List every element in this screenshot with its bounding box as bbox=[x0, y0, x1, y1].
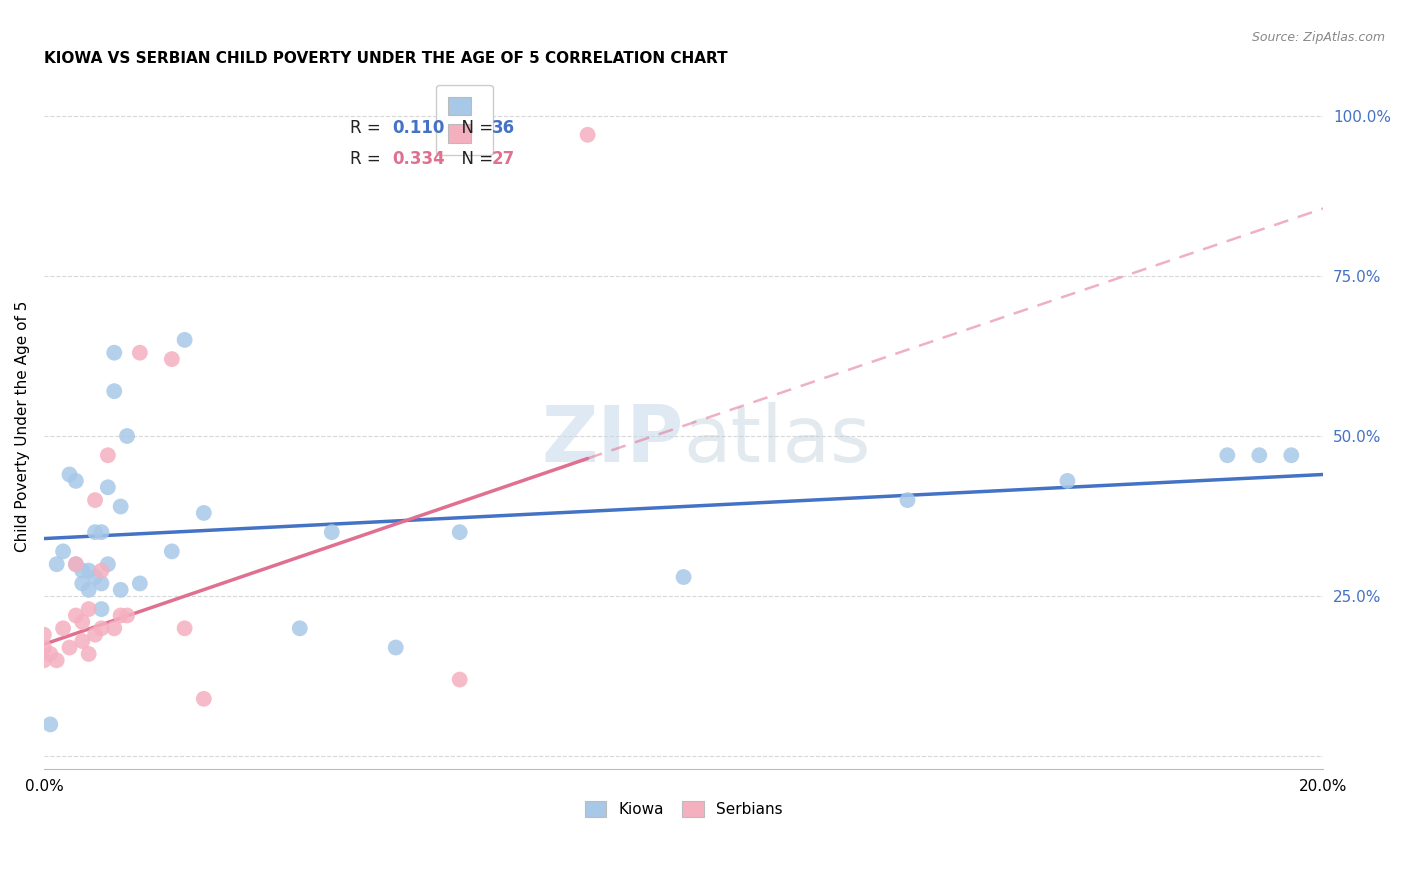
Point bbox=[90, 525, 112, 540]
Point bbox=[103, 345, 125, 359]
Text: R =: R = bbox=[350, 150, 385, 168]
Point bbox=[65, 558, 87, 572]
Point bbox=[384, 640, 406, 655]
Text: 27: 27 bbox=[492, 150, 515, 168]
Text: 36: 36 bbox=[492, 119, 515, 137]
Text: KIOWA VS SERBIAN CHILD POVERTY UNDER THE AGE OF 5 CORRELATION CHART: KIOWA VS SERBIAN CHILD POVERTY UNDER THE… bbox=[44, 51, 727, 66]
Point bbox=[77, 582, 100, 597]
Point bbox=[128, 576, 150, 591]
Point bbox=[896, 493, 918, 508]
Text: atlas: atlas bbox=[683, 402, 872, 478]
Text: 0.110: 0.110 bbox=[392, 119, 444, 137]
Point bbox=[110, 582, 132, 597]
Text: 0.334: 0.334 bbox=[392, 150, 444, 168]
Point bbox=[173, 621, 195, 635]
Y-axis label: Child Poverty Under the Age of 5: Child Poverty Under the Age of 5 bbox=[15, 301, 30, 552]
Point bbox=[77, 647, 100, 661]
Text: ZIP: ZIP bbox=[541, 402, 683, 478]
Point bbox=[32, 628, 55, 642]
Point bbox=[72, 615, 94, 629]
Point bbox=[84, 570, 107, 584]
Point bbox=[449, 525, 471, 540]
Point bbox=[110, 500, 132, 514]
Point bbox=[65, 608, 87, 623]
Point bbox=[65, 558, 87, 572]
Point bbox=[45, 653, 67, 667]
Point bbox=[39, 717, 62, 731]
Point bbox=[84, 525, 107, 540]
Point bbox=[72, 576, 94, 591]
Text: Source: ZipAtlas.com: Source: ZipAtlas.com bbox=[1251, 31, 1385, 45]
Legend: Kiowa, Serbians: Kiowa, Serbians bbox=[579, 795, 789, 823]
Point bbox=[52, 621, 75, 635]
Point bbox=[1056, 474, 1078, 488]
Point bbox=[90, 576, 112, 591]
Point bbox=[97, 480, 120, 494]
Point bbox=[576, 128, 599, 142]
Point bbox=[90, 602, 112, 616]
Point bbox=[160, 352, 183, 367]
Point bbox=[160, 544, 183, 558]
Point bbox=[97, 558, 120, 572]
Point bbox=[288, 621, 311, 635]
Point bbox=[90, 564, 112, 578]
Point bbox=[39, 647, 62, 661]
Point bbox=[97, 448, 120, 462]
Text: N =: N = bbox=[451, 119, 498, 137]
Point bbox=[321, 525, 343, 540]
Text: N =: N = bbox=[451, 150, 498, 168]
Point bbox=[115, 429, 138, 443]
Point bbox=[110, 608, 132, 623]
Point bbox=[65, 474, 87, 488]
Point bbox=[449, 673, 471, 687]
Point bbox=[128, 345, 150, 359]
Point bbox=[1279, 448, 1302, 462]
Point bbox=[193, 506, 215, 520]
Point bbox=[32, 653, 55, 667]
Point bbox=[84, 493, 107, 508]
Point bbox=[52, 544, 75, 558]
Point bbox=[103, 384, 125, 399]
Point bbox=[45, 558, 67, 572]
Point bbox=[32, 640, 55, 655]
Point bbox=[103, 621, 125, 635]
Point bbox=[84, 628, 107, 642]
Text: R =: R = bbox=[350, 119, 385, 137]
Point bbox=[193, 691, 215, 706]
Point bbox=[173, 333, 195, 347]
Point bbox=[77, 602, 100, 616]
Point bbox=[72, 634, 94, 648]
Point bbox=[1216, 448, 1239, 462]
Point bbox=[77, 564, 100, 578]
Point bbox=[1249, 448, 1271, 462]
Point bbox=[115, 608, 138, 623]
Point bbox=[58, 640, 80, 655]
Point bbox=[72, 564, 94, 578]
Point bbox=[58, 467, 80, 482]
Point bbox=[672, 570, 695, 584]
Point bbox=[90, 621, 112, 635]
